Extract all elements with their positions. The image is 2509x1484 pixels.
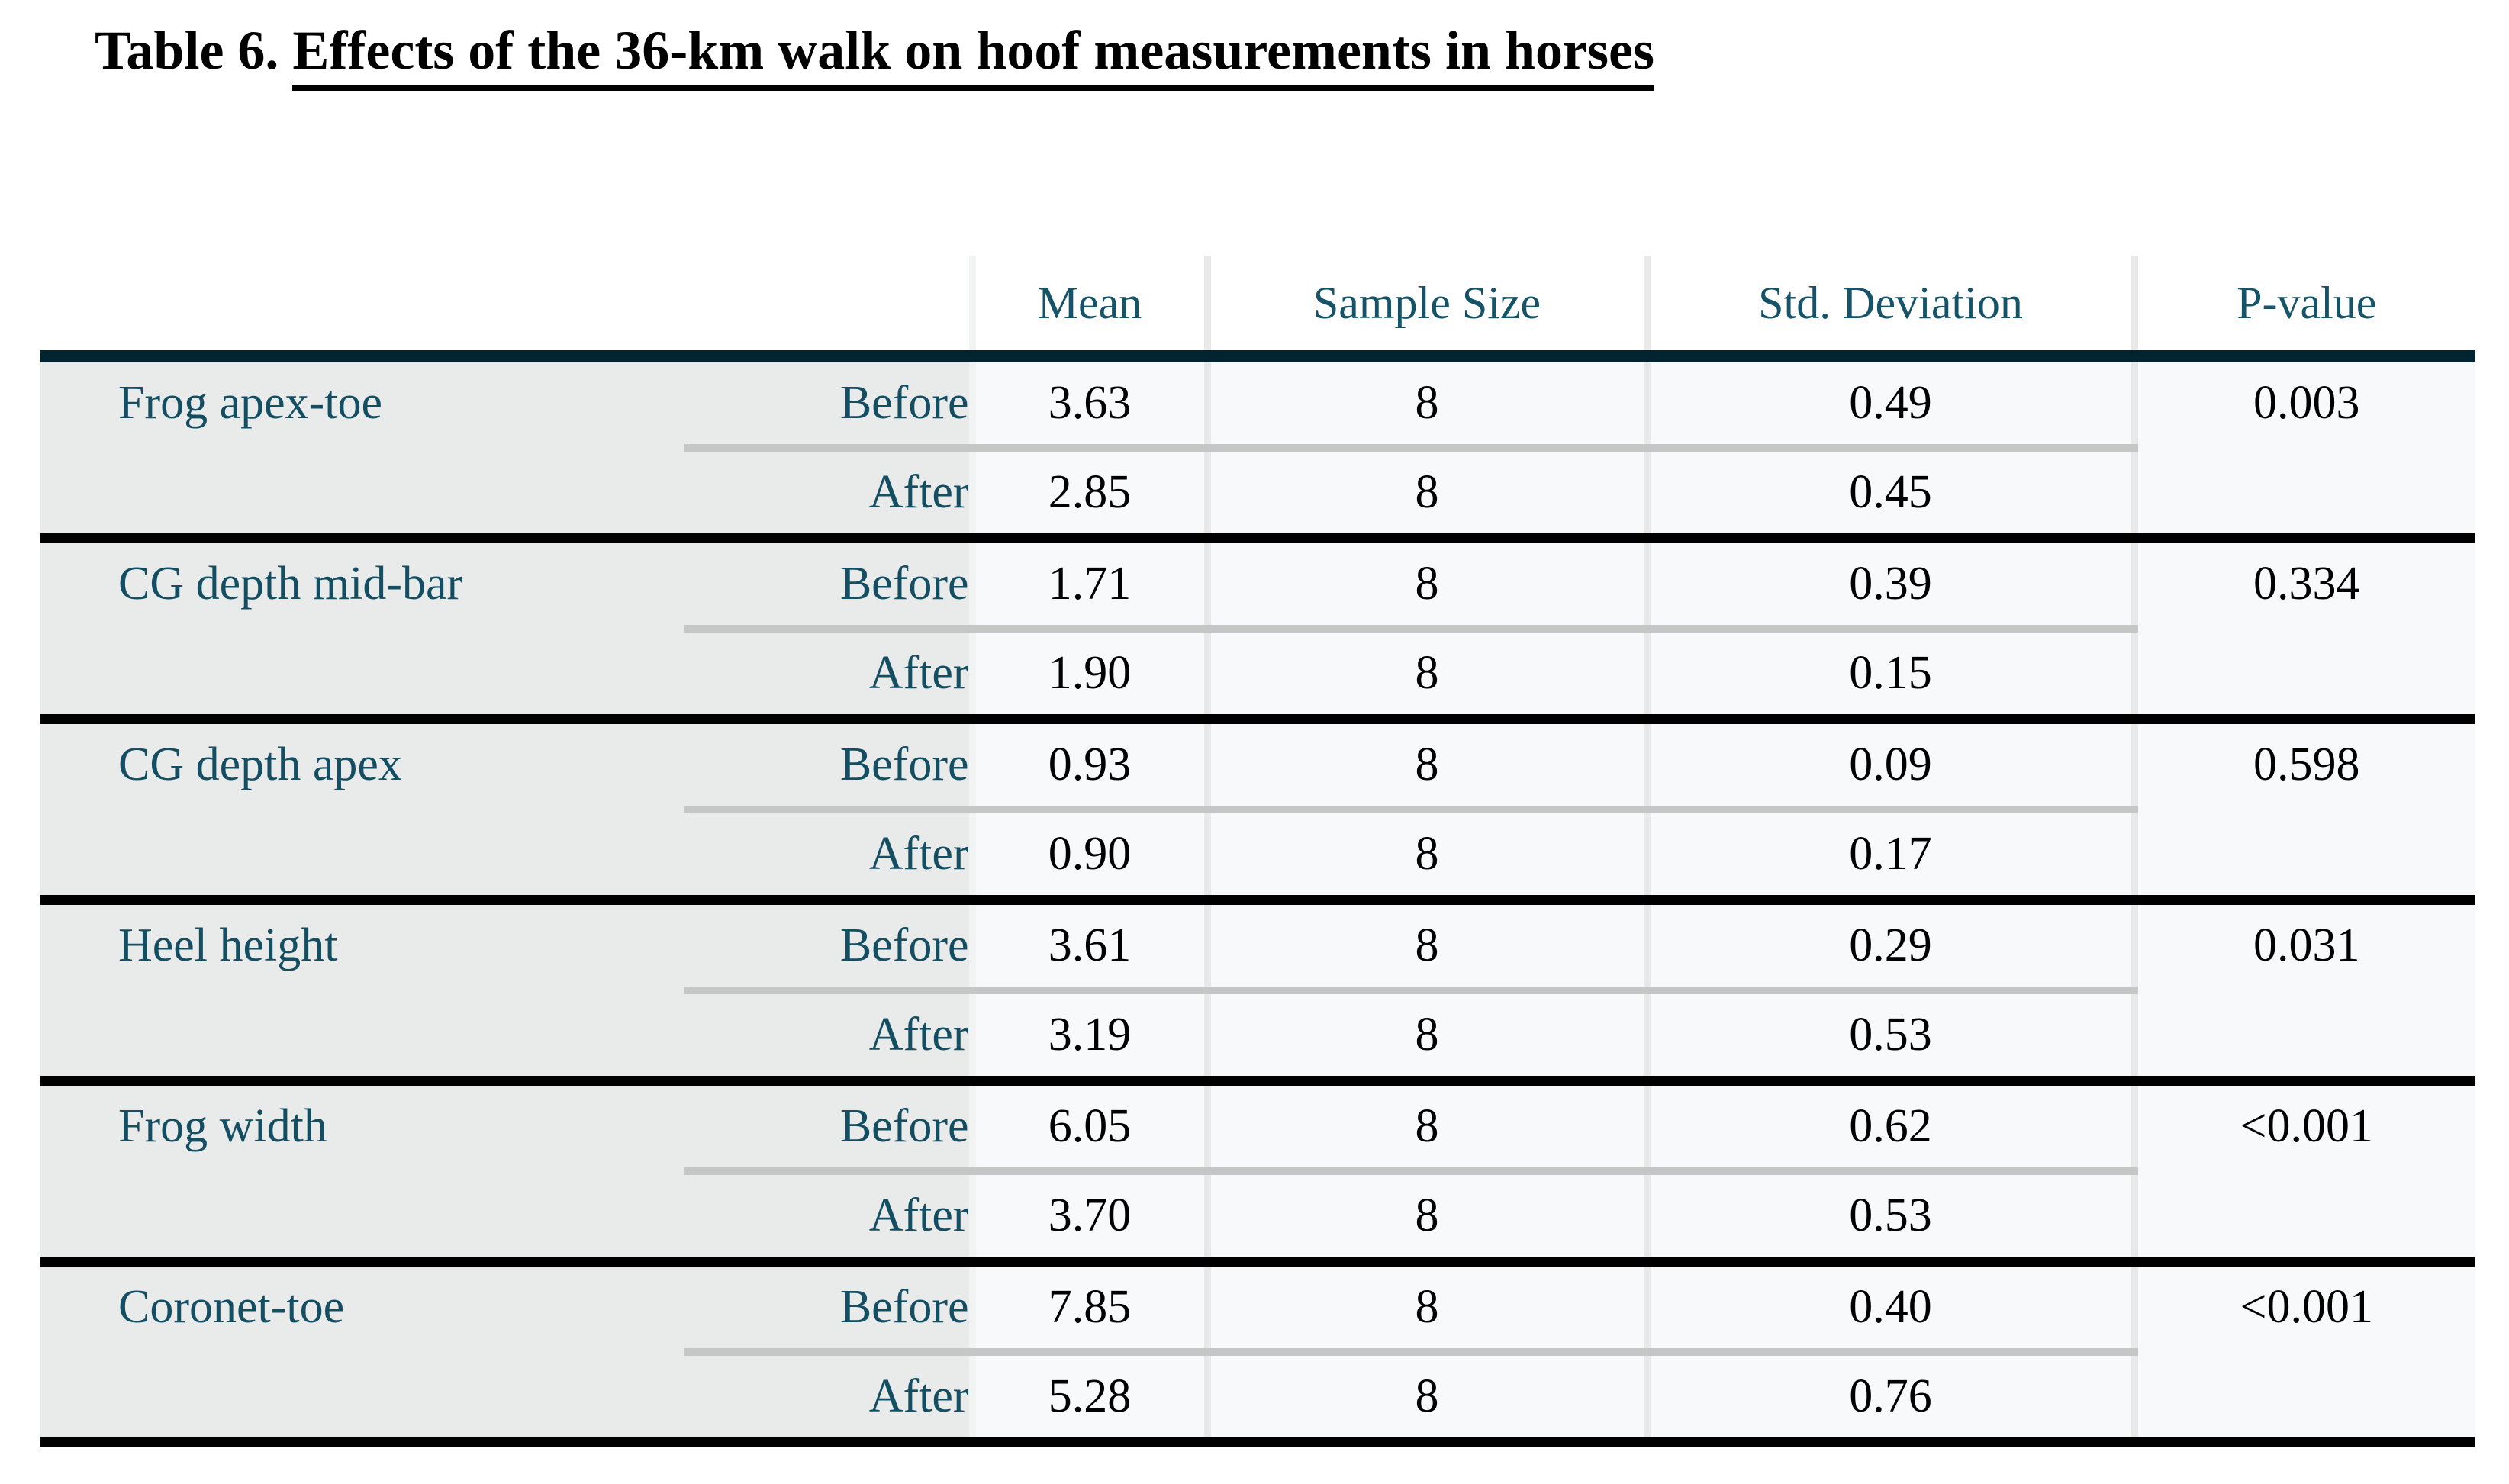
table-caption-text: Effects of the 36-km walk on hoof measur… (292, 20, 1654, 91)
mean-value: 0.90 (968, 810, 1207, 905)
p-value: 0.598 (2131, 719, 2475, 905)
sample-size-value: 8 (1203, 1352, 1647, 1447)
header-empty (40, 256, 972, 362)
sample-size-value: 8 (1203, 538, 1647, 633)
mean-value: 0.93 (968, 719, 1207, 813)
mean-value: 3.63 (968, 356, 1207, 452)
sample-size-value: 8 (1203, 629, 1647, 724)
mean-value: 3.19 (968, 990, 1207, 1086)
header-row: Mean Sample Size Std. Deviation P-value (40, 256, 2475, 362)
sample-size-value: 8 (1203, 990, 1647, 1086)
phase-label-before: Before (684, 538, 972, 633)
sample-size-value: 8 (1203, 448, 1647, 543)
phase-label-after: After (684, 990, 972, 1086)
mean-value: 1.71 (968, 538, 1207, 633)
mean-value: 7.85 (968, 1261, 1207, 1356)
sample-size-value: 8 (1203, 1171, 1647, 1267)
table-row: After 0.90 8 0.17 (40, 810, 2475, 905)
measurement-name: Frog width (40, 1080, 684, 1267)
measurement-name: CG depth mid-bar (40, 538, 684, 724)
measurement-name: Coronet-toe (40, 1261, 684, 1447)
measurement-name: Heel height (40, 900, 684, 1086)
table-row: After 5.28 8 0.76 (40, 1352, 2475, 1447)
sample-size-value: 8 (1203, 1261, 1647, 1356)
header-mean: Mean (968, 256, 1207, 362)
table-row: After 3.19 8 0.53 (40, 990, 2475, 1086)
std-deviation-value: 0.39 (1643, 538, 2134, 633)
std-deviation-value: 0.53 (1643, 990, 2134, 1086)
table-caption-number: Table 6. (95, 20, 293, 81)
table-row: After 3.70 8 0.53 (40, 1171, 2475, 1267)
phase-label-after: After (684, 448, 972, 543)
sample-size-value: 8 (1203, 719, 1647, 813)
stats-table-container: Mean Sample Size Std. Deviation P-value … (40, 256, 2475, 1447)
table-row: CG depth mid-bar Before 1.71 8 0.39 0.33… (40, 538, 2475, 724)
std-deviation-value: 0.62 (1643, 1080, 2134, 1175)
phase-label-before: Before (684, 719, 972, 813)
phase-label-after: After (684, 1171, 972, 1267)
sample-size-value: 8 (1203, 900, 1647, 994)
p-value: 0.334 (2131, 538, 2475, 724)
table-row: CG depth apex Before 0.93 8 0.09 0.598 (40, 719, 2475, 905)
phase-label-before: Before (684, 1261, 972, 1356)
table-caption: Table 6. Effects of the 36-km walk on ho… (95, 15, 1654, 91)
sample-size-value: 8 (1203, 1080, 1647, 1175)
mean-value: 2.85 (968, 448, 1207, 543)
table-row: After 1.90 8 0.15 (40, 629, 2475, 724)
phase-label-before: Before (684, 1080, 972, 1175)
measurement-name: Frog apex-toe (40, 356, 684, 543)
phase-label-after: After (684, 629, 972, 724)
mean-value: 3.61 (968, 900, 1207, 994)
std-deviation-value: 0.15 (1643, 629, 2134, 724)
sample-size-value: 8 (1203, 810, 1647, 905)
table-row: Heel height Before 3.61 8 0.29 0.031 (40, 900, 2475, 1086)
header-std-deviation: Std. Deviation (1643, 256, 2134, 362)
mean-value: 1.90 (968, 629, 1207, 724)
sample-size-value: 8 (1203, 356, 1647, 452)
mean-value: 5.28 (968, 1352, 1207, 1447)
p-value: 0.031 (2131, 900, 2475, 1086)
phase-label-after: After (684, 810, 972, 905)
std-deviation-value: 0.76 (1643, 1352, 2134, 1447)
table-row: Frog width Before 6.05 8 0.62 <0.001 (40, 1080, 2475, 1267)
std-deviation-value: 0.53 (1643, 1171, 2134, 1267)
mean-value: 3.70 (968, 1171, 1207, 1267)
header-sample-size: Sample Size (1203, 256, 1647, 362)
std-deviation-value: 0.40 (1643, 1261, 2134, 1356)
p-value: <0.001 (2131, 1080, 2475, 1267)
std-deviation-value: 0.09 (1643, 719, 2134, 813)
std-deviation-value: 0.29 (1643, 900, 2134, 994)
table-row: Frog apex-toe Before 3.63 8 0.49 0.003 (40, 356, 2475, 543)
stats-table: Mean Sample Size Std. Deviation P-value … (40, 256, 2475, 1447)
phase-label-before: Before (684, 900, 972, 994)
std-deviation-value: 0.49 (1643, 356, 2134, 452)
std-deviation-value: 0.17 (1643, 810, 2134, 905)
header-p-value: P-value (2131, 256, 2475, 362)
table-row: Coronet-toe Before 7.85 8 0.40 <0.001 (40, 1261, 2475, 1447)
table-row: After 2.85 8 0.45 (40, 448, 2475, 543)
measurement-name: CG depth apex (40, 719, 684, 905)
mean-value: 6.05 (968, 1080, 1207, 1175)
std-deviation-value: 0.45 (1643, 448, 2134, 543)
phase-label-after: After (684, 1352, 972, 1447)
phase-label-before: Before (684, 356, 972, 452)
p-value: 0.003 (2131, 356, 2475, 543)
p-value: <0.001 (2131, 1261, 2475, 1447)
